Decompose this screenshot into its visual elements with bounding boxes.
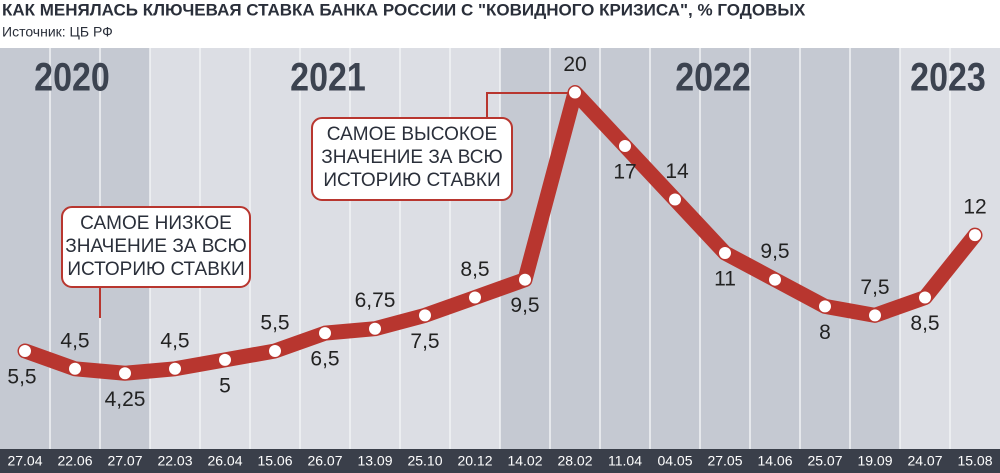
value-label: 5	[219, 374, 231, 397]
annotation-text: ЗНАЧЕНИЕ ЗА ВСЮ	[65, 236, 246, 257]
annotation-box	[311, 117, 513, 201]
value-label: 8,5	[460, 258, 489, 281]
rate-point	[119, 367, 131, 380]
rate-point	[169, 362, 181, 375]
annotation-text: ЗНАЧЕНИЕ ЗА ВСЮ	[321, 147, 502, 168]
annotation-text: ИСТОРИЮ СТАВКИ	[67, 259, 244, 280]
x-tick-label: 15.06	[257, 453, 292, 469]
value-label: 9,5	[760, 240, 789, 263]
value-label: 5,5	[7, 366, 36, 389]
x-tick-label: 26.04	[207, 453, 242, 469]
annotation-text: САМОЕ НИЗКОЕ	[80, 213, 232, 234]
value-label: 11	[714, 268, 736, 291]
x-tick-label: 19.09	[857, 453, 892, 469]
x-tick-label: 14.06	[757, 453, 792, 469]
value-label: 4,5	[160, 329, 189, 352]
x-tick-label: 14.02	[507, 453, 542, 469]
rate-point	[819, 300, 831, 313]
x-tick-label: 22.06	[57, 453, 92, 469]
rate-point	[669, 193, 681, 206]
rate-point	[419, 309, 431, 322]
rate-point	[919, 291, 931, 304]
rate-point	[269, 344, 281, 357]
value-label: 9,5	[510, 294, 539, 317]
x-tick-label: 27.05	[707, 453, 742, 469]
annotation-leader	[486, 92, 568, 118]
chart-subtitle: Источник: ЦБ РФ	[2, 24, 113, 40]
rate-point	[569, 86, 581, 99]
x-tick-label: 26.07	[307, 453, 342, 469]
rate-point	[69, 362, 81, 375]
x-tick-label: 20.12	[457, 453, 492, 469]
value-label: 20	[563, 53, 586, 76]
x-tick-label: 27.04	[7, 453, 42, 469]
annotation-text: ИСТОРИЮ СТАВКИ	[323, 170, 500, 191]
rate-point	[219, 353, 231, 366]
annotation-text: САМОЕ ВЫСОКОЕ	[327, 124, 497, 145]
rate-point	[719, 246, 731, 259]
x-tick-label: 25.07	[807, 453, 842, 469]
value-label: 6,5	[310, 348, 339, 371]
value-label: 12	[963, 196, 986, 219]
value-label: 4,5	[60, 329, 89, 352]
value-label: 14	[665, 160, 689, 183]
x-tick-label: 27.07	[107, 453, 142, 469]
rate-point	[519, 273, 531, 286]
value-label: 4,25	[105, 388, 146, 411]
x-tick-label: 11.04	[608, 453, 642, 469]
x-tick-label: 28.02	[557, 453, 592, 469]
value-label: 7,5	[860, 276, 889, 299]
value-label: 8	[819, 321, 831, 344]
year-label: 2020	[34, 54, 110, 99]
rate-point	[19, 344, 31, 357]
value-label: 6,75	[355, 289, 396, 312]
rate-point	[469, 291, 481, 304]
rate-line	[17, 85, 983, 381]
rate-point	[369, 322, 381, 335]
value-label: 8,5	[910, 312, 939, 335]
chart-title: КАК МЕНЯЛАСЬ КЛЮЧЕВАЯ СТАВКА БАНКА РОССИ…	[2, 0, 806, 19]
rate-point	[769, 273, 781, 286]
value-label: 17	[613, 161, 636, 184]
value-label: 7,5	[410, 330, 439, 353]
year-label: 2022	[675, 54, 751, 99]
rate-point	[319, 327, 331, 340]
x-tick-label: 13.09	[357, 453, 392, 469]
year-label: 2021	[290, 54, 366, 99]
x-tick-label: 15.08	[957, 453, 992, 469]
x-tick-label: 22.03	[157, 453, 192, 469]
x-tick-label: 25.10	[407, 453, 442, 469]
rate-point	[969, 229, 981, 242]
value-label: 5,5	[260, 312, 289, 335]
year-label: 2023	[910, 54, 986, 99]
rate-point	[869, 309, 881, 322]
x-tick-label: 24.07	[907, 453, 942, 469]
rate-point	[619, 140, 631, 153]
annotation-box	[61, 206, 251, 288]
x-tick-label: 04.05	[657, 453, 692, 469]
x-axis-band	[0, 449, 1000, 473]
